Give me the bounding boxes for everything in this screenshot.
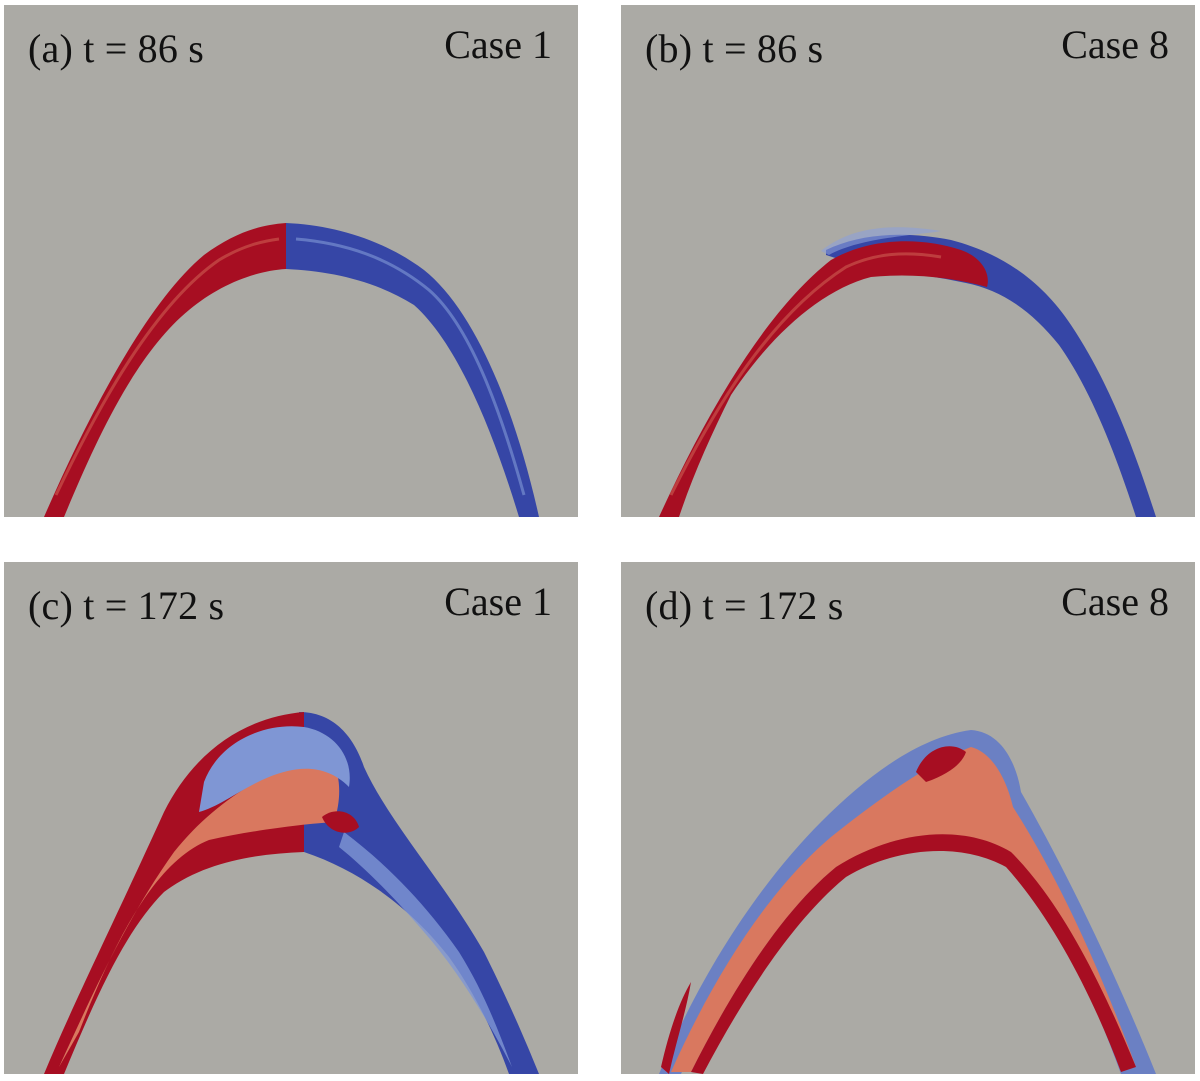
panel-d-loop-plot: [659, 730, 1156, 1074]
blue-leg: [826, 234, 1156, 517]
time-label: (b) t = 86 s: [645, 26, 824, 71]
panel-b: (b) t = 86 s Case 8: [621, 5, 1195, 517]
red-curl: [322, 811, 359, 833]
blue-leg: [286, 223, 539, 517]
panel-c-loop-plot: [44, 712, 539, 1074]
red-leg: [659, 241, 988, 517]
blue-halo: [821, 227, 941, 255]
panel-d: (d) t = 172 s Case 8: [621, 562, 1195, 1074]
left-red-filament: [661, 982, 691, 1074]
panel-c: (c) t = 172 s Case 1: [4, 562, 578, 1074]
panel-a-loop-plot: [44, 223, 539, 517]
red-leg: [44, 223, 286, 517]
panel-a: (a) t = 86 s Case 1: [4, 5, 578, 517]
blue-eddy: [199, 726, 350, 812]
panel-b-loop-plot: [659, 227, 1156, 517]
blue-inner-light: [339, 832, 512, 1067]
time-label: (d) t = 172 s: [645, 583, 844, 628]
blue-outer: [659, 730, 1156, 1074]
blue-leg-streak: [295, 237, 526, 496]
case-label: Case 8: [1061, 22, 1169, 67]
red-curl: [916, 746, 966, 782]
case-label: Case 1: [444, 579, 552, 624]
red-leg-streak: [54, 237, 280, 496]
case-label: Case 1: [444, 22, 552, 67]
orange-core: [59, 752, 340, 1067]
orange-core: [671, 747, 1136, 1072]
blue-leg: [299, 712, 539, 1074]
case-label: Case 8: [1061, 579, 1169, 624]
red-leg-streak: [669, 252, 942, 496]
time-label: (a) t = 86 s: [28, 26, 205, 71]
time-label: (c) t = 172 s: [28, 583, 225, 628]
